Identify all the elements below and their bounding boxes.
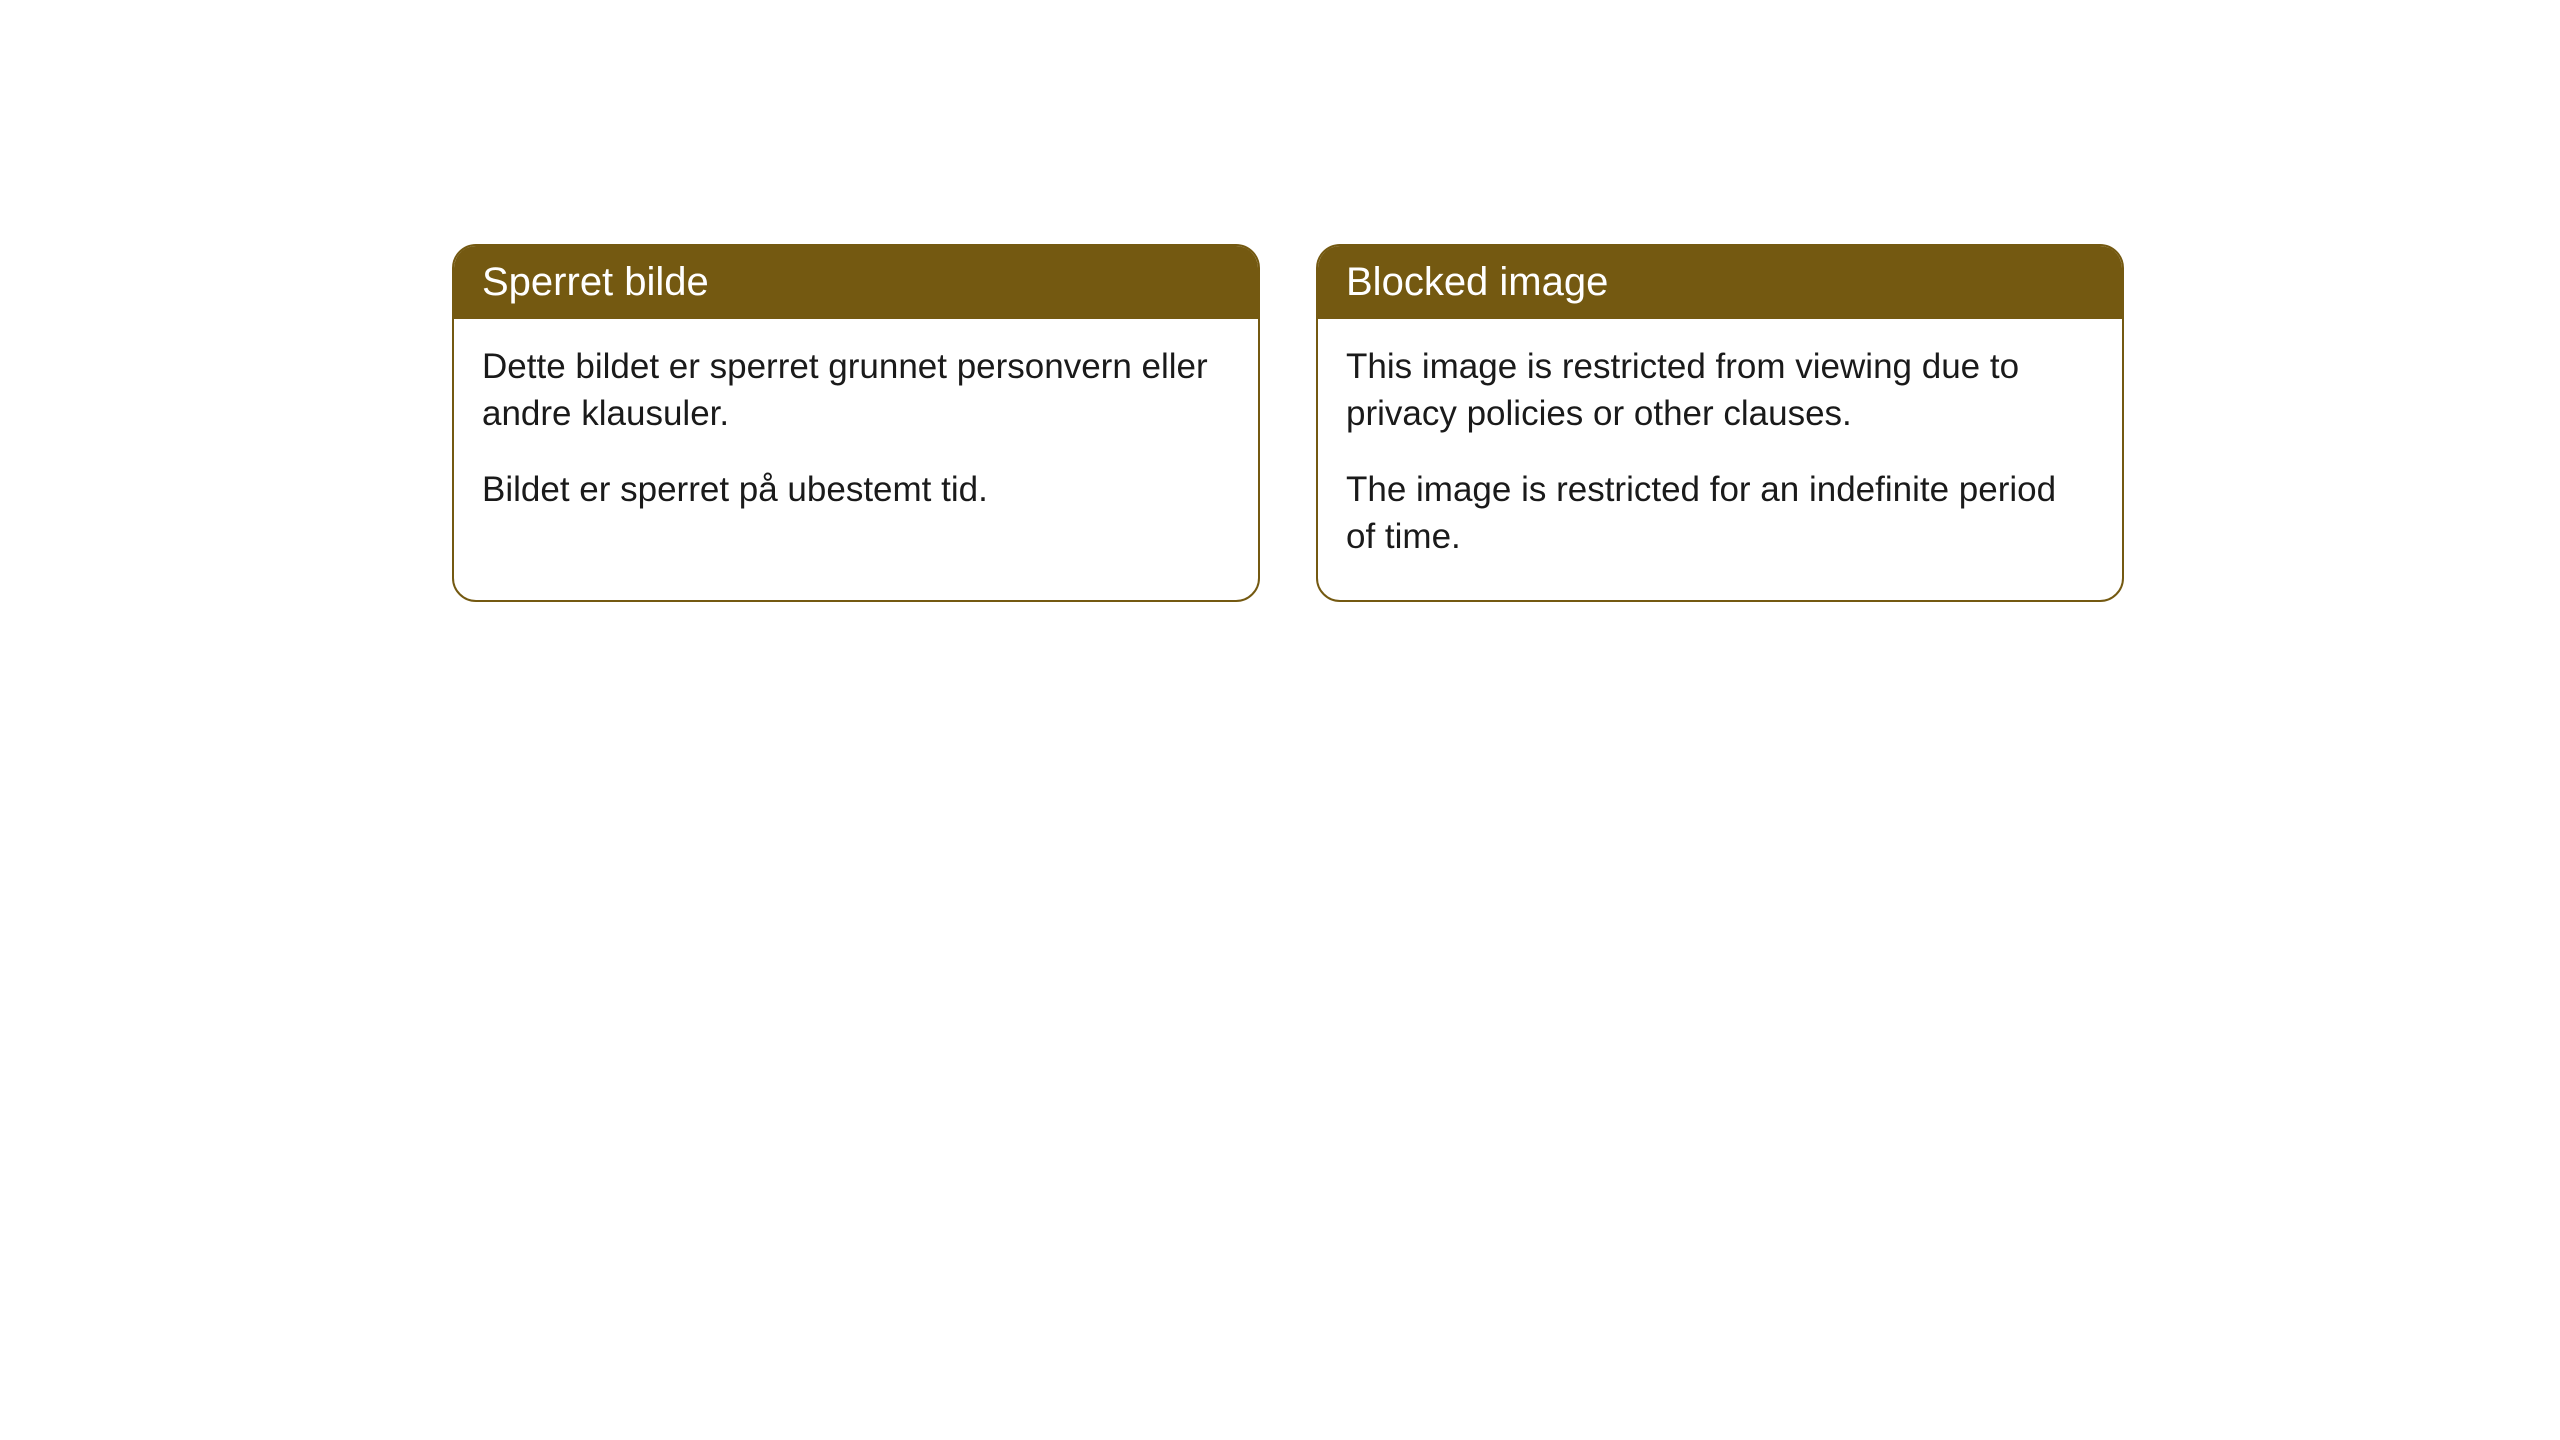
card-header: Blocked image xyxy=(1318,246,2122,319)
card-paragraph: Dette bildet er sperret grunnet personve… xyxy=(482,343,1230,438)
card-paragraph: The image is restricted for an indefinit… xyxy=(1346,466,2094,561)
card-paragraph: Bildet er sperret på ubestemt tid. xyxy=(482,466,1230,513)
card-title: Blocked image xyxy=(1346,260,1608,304)
card-header: Sperret bilde xyxy=(454,246,1258,319)
blocked-image-card-norwegian: Sperret bilde Dette bildet er sperret gr… xyxy=(452,244,1260,602)
card-paragraph: This image is restricted from viewing du… xyxy=(1346,343,2094,438)
blocked-image-card-english: Blocked image This image is restricted f… xyxy=(1316,244,2124,602)
card-body: This image is restricted from viewing du… xyxy=(1318,319,2122,600)
notice-cards-container: Sperret bilde Dette bildet er sperret gr… xyxy=(452,244,2560,602)
card-title: Sperret bilde xyxy=(482,260,709,304)
card-body: Dette bildet er sperret grunnet personve… xyxy=(454,319,1258,553)
